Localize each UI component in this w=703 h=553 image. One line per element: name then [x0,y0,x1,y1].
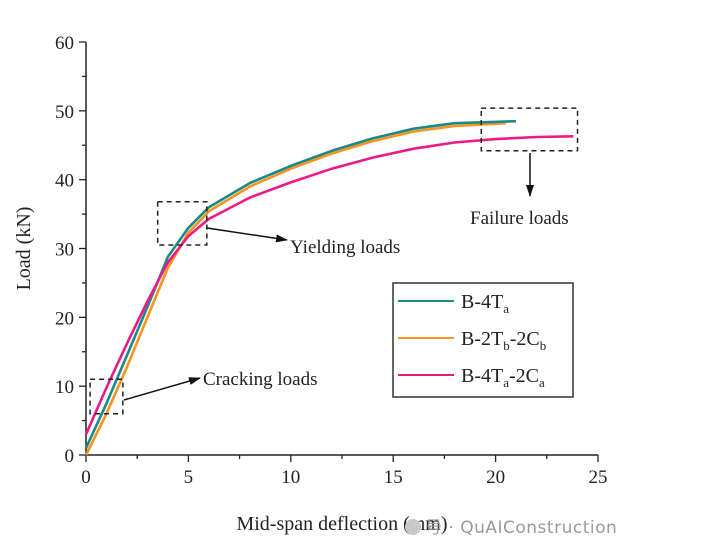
series-line-B-4Ta-2Ca [84,135,574,435]
x-tick-label: 25 [589,467,608,488]
x-tick-label: 5 [184,467,194,488]
annotation-label: Cracking loads [203,369,318,390]
legend-label: B-4Ta [461,291,509,316]
annotation-box-0 [89,378,124,415]
x-tick-label: 20 [486,467,505,488]
series-line-B-2Tb-2Cb [84,121,506,456]
x-tick-label: 15 [384,467,403,488]
x-tick-label: 0 [81,467,91,488]
watermark: 号 · QuAIConstruction [405,513,617,538]
x-tick-label: 10 [281,467,300,488]
x-axis-label: Mid-span deflection (mm) [236,513,447,535]
y-tick-label: 40 [55,171,74,192]
wechat-icon [405,519,421,535]
y-tick-label: 10 [55,377,74,398]
y-axis-label: Load (kN) [13,207,35,291]
annotation-box-2 [480,107,579,152]
y-tick-label: 60 [55,33,74,54]
annotation-arrow-1 [206,227,288,243]
legend-label: B-2Tb-2Cb [461,328,546,353]
annotation-arrow-0 [123,377,201,401]
y-tick-label: 20 [55,308,74,329]
annotation-label: Yielding loads [290,237,400,258]
y-tick-label: 30 [55,240,74,261]
annotation-label: Failure loads [470,208,569,229]
legend-label: B-4Ta-2Ca [461,365,545,390]
y-tick-label: 50 [55,102,74,123]
series-line-B-4Ta [84,119,517,449]
annotation-box-1 [156,200,208,246]
watermark-text: 号 · QuAIConstruction [425,518,618,538]
y-tick-label: 0 [65,446,75,467]
